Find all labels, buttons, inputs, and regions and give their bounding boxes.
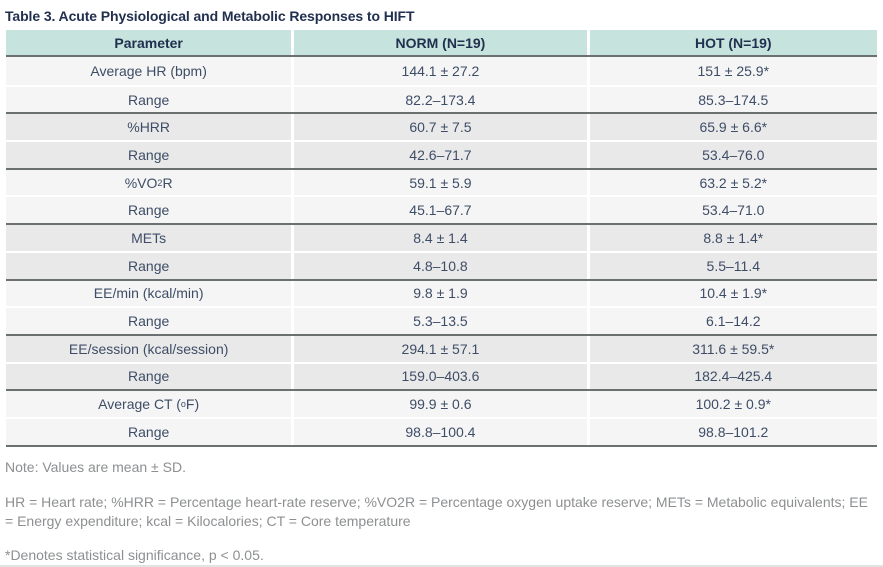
table-row: Range 45.1–67.7 53.4–71.0: [6, 195, 877, 224]
column-header-norm: NORM (N=19): [294, 30, 590, 55]
parameter-cell: %VO 2 R: [6, 169, 295, 196]
norm-cell: 99.9 ± 0.6: [294, 391, 590, 417]
table-row: Range 98.8–100.4 98.8–101.2: [6, 416, 877, 445]
hot-cell: 53.4–76.0: [702, 146, 765, 163]
table-title: Table 3. Acute Physiological and Metabol…: [5, 8, 415, 24]
column-header-hot: HOT (N=19): [694, 34, 772, 51]
norm-cell: 60.7 ± 7.5: [294, 114, 590, 141]
hot-cell: 100.2 ± 0.9*: [695, 396, 771, 413]
norm-cell: 8.4 ± 1.4: [294, 225, 590, 251]
parameter-cell: Range: [6, 252, 295, 279]
notes-section: Note: Values are mean ± SD. HR = Heart r…: [5, 458, 875, 565]
table-row: %VO 2 R 59.1 ± 5.9 63.2 ± 5.2*: [6, 167, 877, 196]
norm-cell: 144.1 ± 27.2: [294, 57, 590, 85]
parameter-cell: Range: [6, 363, 295, 390]
parameter-cell: Range: [6, 308, 295, 334]
hot-cell: 98.8–101.2: [698, 423, 769, 440]
hot-cell: 63.2 ± 5.2*: [699, 174, 768, 191]
column-header-parameter: Parameter: [6, 30, 295, 55]
norm-cell: 98.8–100.4: [294, 418, 590, 445]
parameter-cell: METs: [6, 225, 295, 251]
table-row: %HRR 60.7 ± 7.5 65.9 ± 6.6*: [6, 112, 877, 141]
hot-cell: 5.5–11.4: [706, 257, 760, 274]
parameter-cell: EE/min (kcal/min): [6, 280, 295, 307]
note-mean-sd: Note: Values are mean ± SD.: [5, 458, 186, 475]
hot-cell: 311.6 ± 59.5*: [692, 340, 775, 357]
table-row: EE/min (kcal/min) 9.8 ± 1.9 10.4 ± 1.9*: [6, 278, 877, 307]
parameter-cell: Range: [6, 86, 295, 113]
table-row: Range 42.6–71.7 53.4–76.0: [6, 140, 877, 168]
hot-cell: 151 ± 25.9*: [697, 62, 770, 79]
norm-cell: 5.3–13.5: [294, 308, 590, 334]
parameter-cell: Range: [6, 197, 295, 224]
data-table: Parameter NORM (N=19) HOT (N=19) Average…: [6, 30, 877, 447]
parameter-cell: Average CT (o F): [6, 391, 295, 417]
norm-cell: 59.1 ± 5.9: [294, 169, 590, 196]
table-row: EE/session (kcal/session) 294.1 ± 57.1 311…: [6, 333, 877, 362]
table-body: Average HR (bpm) 144.1 ± 27.2 151 ± 25.9* R…: [6, 57, 877, 445]
note-significance: *Denotes statistical significance, p < 0…: [5, 547, 264, 564]
table-row: Range 159.0–403.6 182.4–425.4: [6, 361, 877, 390]
table-header-row: Parameter NORM (N=19) HOT (N=19): [6, 30, 877, 57]
table-row: METs 8.4 ± 1.4 8.8 ± 1.4*: [6, 223, 877, 251]
note-abbreviations: HR = Heart rate; %HRR = Percentage heart…: [5, 494, 868, 529]
hot-cell: 182.4–425.4: [694, 368, 773, 385]
hot-cell: 65.9 ± 6.6*: [699, 119, 768, 136]
hot-cell: 85.3–174.5: [698, 91, 769, 108]
norm-cell: 4.8–10.8: [294, 252, 590, 279]
norm-cell: 9.8 ± 1.9: [294, 280, 590, 307]
parameter-cell: EE/session (kcal/session): [6, 335, 295, 362]
hot-cell: 8.8 ± 1.4*: [703, 229, 764, 246]
table-row: Range 82.2–173.4 85.3–174.5: [6, 84, 877, 113]
table-row: Average CT (o F) 99.9 ± 0.6 100.2 ± 0.9*: [6, 389, 877, 417]
norm-cell: 159.0–403.6: [294, 363, 590, 390]
parameter-cell: Range: [6, 142, 295, 168]
norm-cell: 42.6–71.7: [294, 142, 590, 168]
norm-cell: 82.2–173.4: [294, 86, 590, 113]
hot-cell: 53.4–71.0: [702, 202, 765, 219]
norm-cell: 45.1–67.7: [294, 197, 590, 224]
parameter-cell: Average HR (bpm): [6, 57, 295, 85]
table-row: Range 5.3–13.5 6.1–14.2: [6, 306, 877, 334]
hot-cell: 10.4 ± 1.9*: [699, 285, 768, 302]
norm-cell: 294.1 ± 57.1: [294, 335, 590, 362]
parameter-cell: %HRR: [6, 114, 295, 141]
hot-cell: 6.1–14.2: [706, 313, 761, 330]
parameter-cell: Range: [6, 418, 295, 445]
table-row: Range 4.8–10.8 5.5–11.4: [6, 250, 877, 279]
table-row: Average HR (bpm) 144.1 ± 27.2 151 ± 25.9*: [6, 57, 877, 85]
